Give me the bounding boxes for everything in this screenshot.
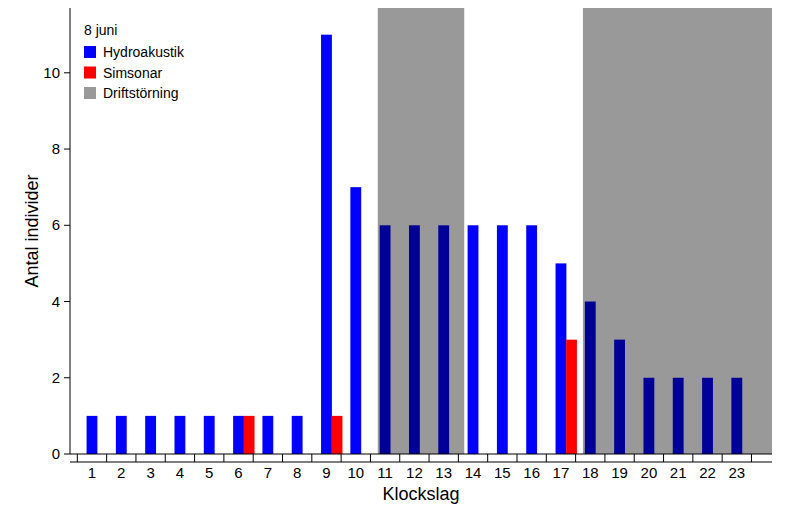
x-tick-label: 11 xyxy=(377,464,393,481)
x-tick xyxy=(399,454,400,462)
x-tick xyxy=(634,454,635,462)
y-axis xyxy=(70,8,71,454)
x-tick xyxy=(135,454,136,462)
legend-label: Hydroakustik xyxy=(103,44,185,60)
y-tick-label: 2 xyxy=(52,369,60,386)
x-tick-label: 19 xyxy=(611,464,628,481)
x-tick-label: 3 xyxy=(146,464,154,481)
x-tick xyxy=(751,454,752,462)
legend-title: 8 juni xyxy=(84,22,117,38)
x-tick xyxy=(341,454,342,462)
legend-swatch xyxy=(84,67,96,79)
x-tick xyxy=(516,454,517,462)
x-tick xyxy=(692,454,693,462)
x-tick-label: 5 xyxy=(205,464,213,481)
x-tick-label: 1 xyxy=(88,464,96,481)
x-tick xyxy=(223,454,224,462)
bar xyxy=(204,416,215,454)
x-tick-label: 18 xyxy=(582,464,599,481)
bar xyxy=(233,416,244,454)
x-tick xyxy=(663,454,664,462)
x-tick xyxy=(370,454,371,462)
y-tick xyxy=(64,454,70,455)
x-tick xyxy=(194,454,195,462)
x-tick-label: 22 xyxy=(699,464,716,481)
legend-label: Driftstörning xyxy=(103,85,178,101)
region xyxy=(583,8,772,454)
x-tick-label: 9 xyxy=(322,464,330,481)
x-tick-label: 10 xyxy=(347,464,364,481)
x-axis-row xyxy=(70,462,772,463)
bar xyxy=(468,225,479,454)
x-tick xyxy=(165,454,166,462)
region xyxy=(378,8,464,454)
y-tick-label: 6 xyxy=(52,216,60,233)
x-tick-label: 4 xyxy=(176,464,184,481)
y-tick xyxy=(64,225,70,226)
bar xyxy=(497,225,508,454)
y-axis-label: Antal individer xyxy=(22,174,42,287)
chart: 0246810123456789101112131415161718192021… xyxy=(0,0,786,516)
x-tick-label: 20 xyxy=(641,464,658,481)
y-tick xyxy=(64,72,70,73)
x-tick-label: 6 xyxy=(234,464,242,481)
bar xyxy=(556,263,567,454)
y-tick-label: 10 xyxy=(43,64,60,81)
x-tick-label: 16 xyxy=(523,464,540,481)
x-axis xyxy=(70,454,772,455)
x-tick-label: 8 xyxy=(293,464,301,481)
legend-swatch xyxy=(84,46,96,58)
bar xyxy=(262,416,273,454)
x-tick xyxy=(575,454,576,462)
bar xyxy=(350,187,361,454)
x-tick xyxy=(722,454,723,462)
bar xyxy=(321,35,332,454)
y-tick-label: 0 xyxy=(52,445,60,462)
legend-swatch xyxy=(84,87,96,99)
bar xyxy=(87,416,98,454)
legend: 8 juni Hydroakustik Simsonar Driftstörning xyxy=(84,22,185,101)
y-tick xyxy=(64,377,70,378)
bar xyxy=(332,416,343,454)
x-tick xyxy=(429,454,430,462)
bar xyxy=(145,416,156,454)
bar xyxy=(566,340,577,454)
x-tick xyxy=(282,454,283,462)
x-tick-label: 17 xyxy=(553,464,570,481)
y-tick-label: 8 xyxy=(52,140,60,157)
x-axis-label: Klockslag xyxy=(382,484,459,504)
x-tick-label: 7 xyxy=(264,464,272,481)
legend-label: Simsonar xyxy=(103,65,162,81)
x-tick-label: 13 xyxy=(435,464,452,481)
x-tick-label: 23 xyxy=(728,464,745,481)
bar xyxy=(116,416,127,454)
y-tick-label: 4 xyxy=(52,293,60,310)
x-tick xyxy=(604,454,605,462)
bar xyxy=(292,416,303,454)
x-tick-label: 14 xyxy=(465,464,482,481)
y-tick xyxy=(64,301,70,302)
x-tick xyxy=(77,454,78,462)
x-tick-label: 15 xyxy=(494,464,511,481)
x-tick xyxy=(487,454,488,462)
x-tick xyxy=(458,454,459,462)
x-tick-label: 21 xyxy=(670,464,687,481)
x-tick-label: 12 xyxy=(406,464,423,481)
bar xyxy=(526,225,537,454)
x-tick-label: 2 xyxy=(117,464,125,481)
x-tick xyxy=(253,454,254,462)
y-tick xyxy=(64,149,70,150)
x-tick xyxy=(311,454,312,462)
bar xyxy=(174,416,185,454)
x-tick xyxy=(546,454,547,462)
plot-area xyxy=(87,8,772,454)
bar xyxy=(244,416,255,454)
x-tick xyxy=(106,454,107,462)
